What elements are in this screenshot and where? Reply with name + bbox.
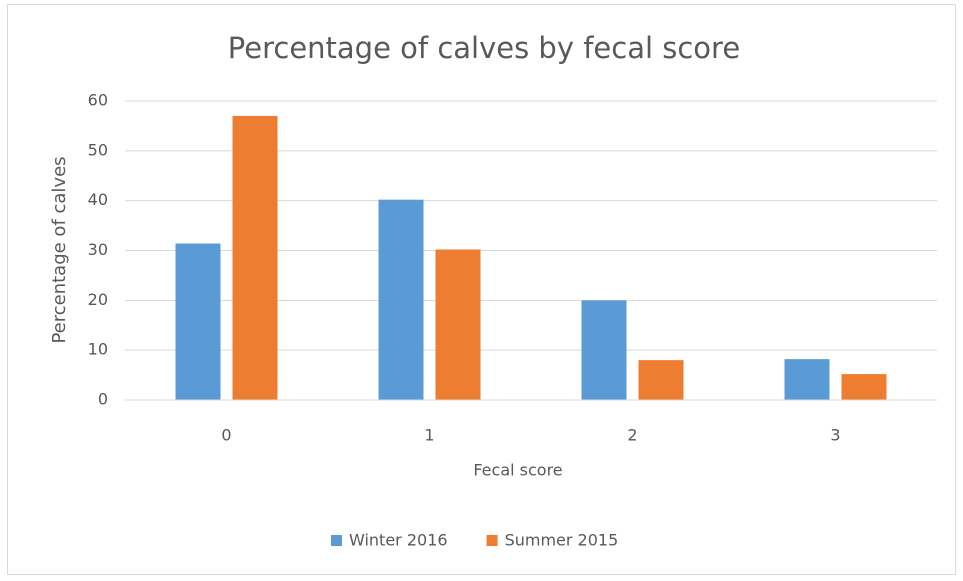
y-tick-label: 60	[88, 91, 108, 110]
legend-label: Winter 2016	[349, 531, 448, 550]
y-tick-label: 0	[98, 390, 108, 409]
x-axis-label: Fecal score	[473, 461, 562, 480]
bar	[378, 199, 424, 400]
x-tick-label: 2	[627, 426, 637, 445]
legend-label: Summer 2015	[505, 531, 619, 550]
chart-title: Percentage of calves by fecal score	[228, 31, 740, 65]
bar	[841, 374, 887, 400]
legend-swatch	[486, 535, 498, 546]
bar	[581, 300, 627, 400]
bar	[232, 115, 278, 400]
y-tick-label: 20	[88, 290, 108, 309]
y-axis-label: Percentage of calves	[49, 156, 70, 343]
y-tick-label: 30	[88, 240, 108, 259]
y-tick-label: 10	[88, 340, 108, 359]
x-tick-label: 0	[221, 426, 231, 445]
bar	[784, 359, 830, 400]
bar	[638, 360, 684, 400]
y-tick-label: 50	[88, 140, 108, 159]
y-tick-label: 40	[88, 190, 108, 209]
x-tick-label: 1	[424, 426, 434, 445]
x-tick-label: 3	[830, 426, 840, 445]
bar	[435, 249, 481, 400]
bar	[175, 243, 221, 400]
legend-swatch	[331, 535, 342, 546]
chart-border	[7, 4, 956, 575]
